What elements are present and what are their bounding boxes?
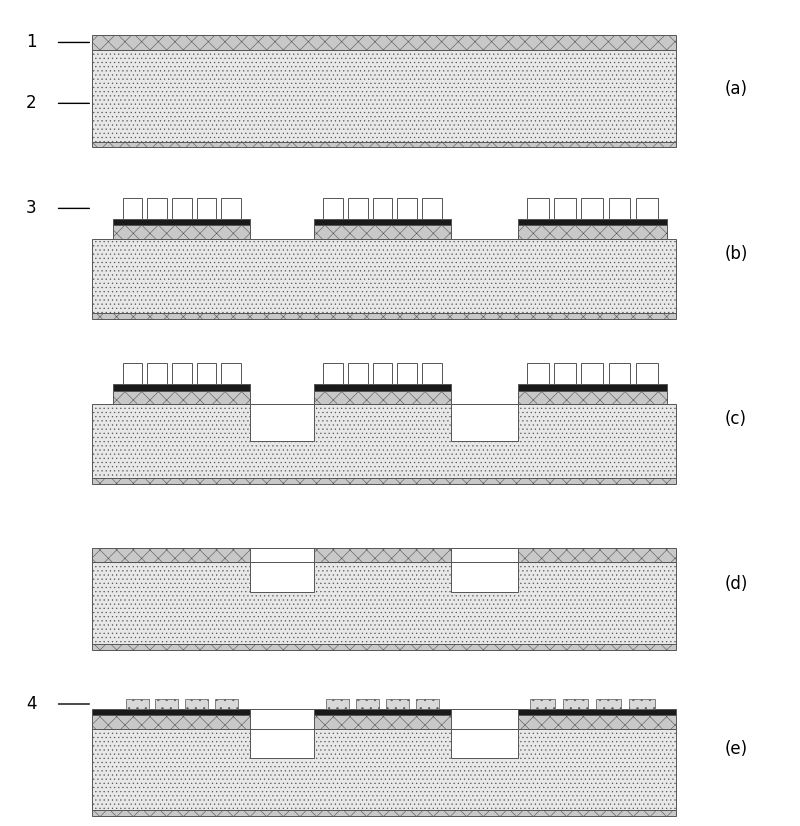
Bar bbox=[314, 384, 451, 391]
Text: (b): (b) bbox=[725, 244, 748, 263]
Bar bbox=[582, 363, 603, 384]
Bar bbox=[250, 404, 314, 441]
Bar bbox=[222, 198, 241, 219]
Text: 4: 4 bbox=[26, 695, 37, 713]
Bar bbox=[92, 35, 676, 50]
Bar bbox=[629, 699, 654, 710]
Bar bbox=[636, 198, 658, 219]
Bar bbox=[147, 363, 167, 384]
Bar bbox=[422, 363, 442, 384]
Bar bbox=[582, 198, 603, 219]
Bar bbox=[518, 225, 666, 239]
Bar bbox=[422, 198, 442, 219]
Bar bbox=[92, 127, 676, 146]
Bar bbox=[186, 699, 208, 710]
Bar bbox=[323, 198, 343, 219]
Bar bbox=[114, 225, 250, 239]
Bar bbox=[326, 699, 349, 710]
Bar bbox=[92, 303, 676, 319]
Bar bbox=[122, 363, 142, 384]
Bar bbox=[348, 363, 368, 384]
Bar bbox=[518, 219, 666, 225]
Bar bbox=[155, 699, 178, 710]
Bar bbox=[114, 384, 250, 391]
Bar bbox=[92, 715, 676, 729]
Bar bbox=[122, 198, 142, 219]
Bar bbox=[250, 548, 314, 562]
Bar bbox=[596, 699, 622, 710]
Bar bbox=[92, 50, 676, 142]
Text: 2: 2 bbox=[26, 94, 37, 112]
Bar bbox=[527, 198, 549, 219]
Bar bbox=[398, 363, 417, 384]
Bar bbox=[386, 699, 409, 710]
Bar bbox=[92, 710, 676, 715]
Bar bbox=[373, 198, 392, 219]
Bar bbox=[92, 239, 676, 313]
Text: (c): (c) bbox=[725, 410, 746, 428]
Bar bbox=[147, 198, 167, 219]
Bar bbox=[172, 363, 192, 384]
Bar bbox=[114, 219, 250, 225]
Text: 1: 1 bbox=[26, 34, 37, 51]
Bar bbox=[636, 363, 658, 384]
Bar bbox=[609, 363, 630, 384]
Text: (e): (e) bbox=[725, 740, 748, 758]
Bar bbox=[250, 710, 314, 729]
Bar bbox=[172, 198, 192, 219]
Bar bbox=[323, 363, 343, 384]
Bar bbox=[416, 699, 438, 710]
Text: 3: 3 bbox=[26, 199, 37, 217]
Bar bbox=[114, 391, 250, 404]
Bar bbox=[518, 384, 666, 391]
Bar bbox=[314, 391, 451, 404]
Bar bbox=[451, 548, 518, 562]
Bar bbox=[126, 699, 149, 710]
Bar bbox=[398, 198, 417, 219]
Bar bbox=[451, 710, 518, 729]
Bar bbox=[250, 562, 314, 591]
Bar bbox=[92, 404, 676, 478]
Bar bbox=[250, 729, 314, 758]
Bar bbox=[356, 699, 379, 710]
Bar bbox=[451, 404, 518, 441]
Bar bbox=[197, 198, 217, 219]
Bar bbox=[92, 548, 676, 562]
Bar bbox=[451, 729, 518, 758]
Text: (a): (a) bbox=[725, 79, 747, 97]
Bar bbox=[215, 699, 238, 710]
Text: (d): (d) bbox=[725, 575, 748, 593]
Bar bbox=[92, 562, 676, 643]
Bar bbox=[563, 699, 589, 710]
Bar bbox=[92, 800, 676, 816]
Bar bbox=[451, 562, 518, 591]
Bar bbox=[314, 219, 451, 225]
Bar bbox=[554, 363, 576, 384]
Bar bbox=[348, 198, 368, 219]
Bar bbox=[197, 363, 217, 384]
Bar bbox=[609, 198, 630, 219]
Bar bbox=[222, 363, 241, 384]
Bar bbox=[530, 699, 555, 710]
Bar bbox=[92, 729, 676, 810]
Bar bbox=[527, 363, 549, 384]
Bar bbox=[554, 198, 576, 219]
Bar bbox=[373, 363, 392, 384]
Bar bbox=[92, 468, 676, 484]
Bar bbox=[314, 225, 451, 239]
Bar bbox=[518, 391, 666, 404]
Bar bbox=[92, 634, 676, 649]
